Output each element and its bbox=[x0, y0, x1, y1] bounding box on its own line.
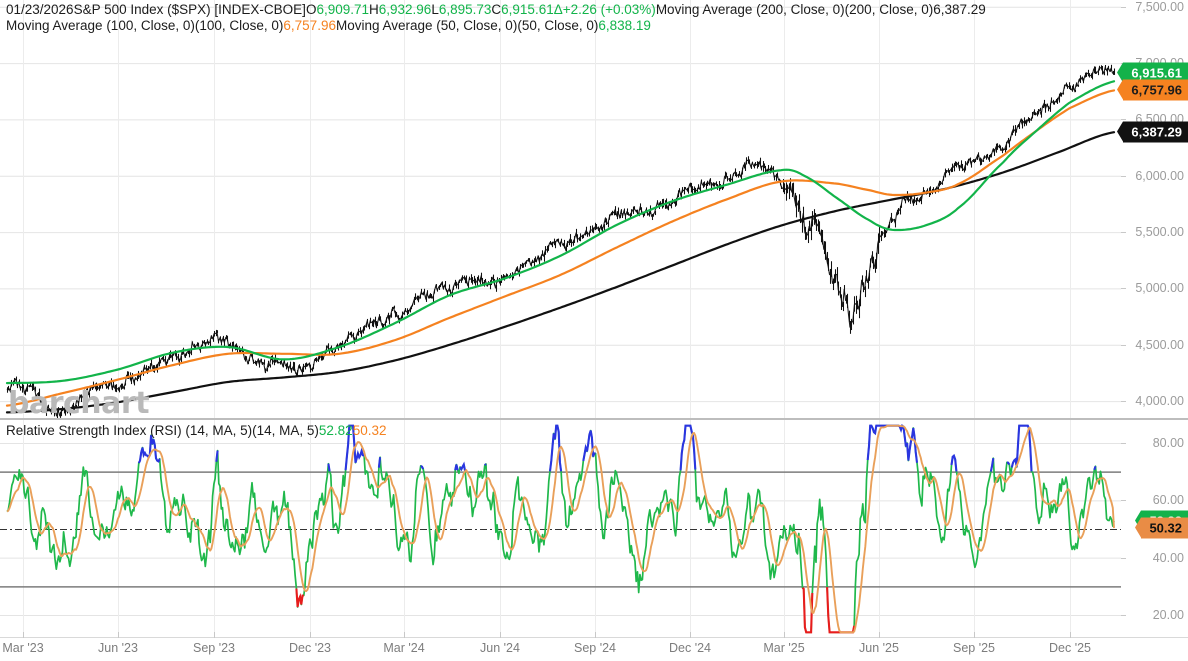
x-axis-label: Mar '24 bbox=[383, 641, 425, 655]
price-axis-tick bbox=[1121, 344, 1126, 346]
price-axis-label: 5,500.00 bbox=[1135, 225, 1184, 240]
tag-pointer-icon bbox=[1117, 121, 1124, 142]
x-axis-label: Sep '23 bbox=[192, 641, 236, 655]
price-axis-label: 5,000.00 bbox=[1135, 281, 1184, 296]
x-axis-tick bbox=[404, 632, 405, 638]
x-axis-label: Jun '23 bbox=[98, 641, 138, 655]
price-chart-pane[interactable] bbox=[0, 0, 1121, 418]
price-chart-canvas[interactable] bbox=[0, 0, 1121, 418]
price-axis[interactable]: 7,500.007,000.006,500.006,000.005,500.00… bbox=[1117, 0, 1188, 418]
price-axis-tick bbox=[1121, 288, 1126, 290]
price-axis-tick bbox=[1121, 175, 1126, 177]
price-axis-label: 4,000.00 bbox=[1135, 394, 1184, 409]
tag-pointer-icon bbox=[1117, 79, 1124, 100]
x-axis-label: Mar '23 bbox=[2, 641, 44, 655]
rsi-chart-pane[interactable] bbox=[0, 420, 1121, 638]
price-value-tag[interactable]: 6,915.61 bbox=[1117, 62, 1188, 84]
x-axis-tick bbox=[784, 632, 785, 638]
rsi-axis-label: 20.00 bbox=[1152, 608, 1184, 623]
rsi-axis-tick bbox=[1121, 442, 1126, 444]
pane-separator bbox=[0, 418, 1188, 420]
rsi-axis-tick bbox=[1121, 500, 1126, 502]
price-axis-tick bbox=[1121, 119, 1126, 121]
tag-pointer-icon bbox=[1117, 62, 1124, 83]
price-value-tag[interactable]: 6,757.96 bbox=[1117, 79, 1188, 101]
tag-pointer-icon bbox=[1135, 517, 1142, 538]
x-axis-tick bbox=[214, 632, 215, 638]
x-axis-label: Sep '24 bbox=[573, 641, 617, 655]
xaxis-rule bbox=[0, 637, 1188, 638]
price-axis-label: 4,500.00 bbox=[1135, 337, 1184, 352]
rsi-axis-label: 60.00 bbox=[1152, 493, 1184, 508]
x-axis-tick bbox=[595, 632, 596, 638]
x-axis-label: Dec '23 bbox=[289, 641, 331, 655]
rsi-axis-tick bbox=[1121, 557, 1126, 559]
price-axis-tick bbox=[1121, 232, 1126, 234]
x-axis-tick bbox=[118, 632, 119, 638]
price-axis-label: 7,500.00 bbox=[1135, 0, 1184, 14]
x-axis-tick bbox=[690, 632, 691, 638]
x-axis-tick bbox=[500, 632, 501, 638]
price-axis-tick bbox=[1121, 6, 1126, 8]
x-axis-label: Dec '25 bbox=[1049, 641, 1091, 655]
x-axis-label: Jun '25 bbox=[859, 641, 899, 655]
price-axis-label: 6,000.00 bbox=[1135, 168, 1184, 183]
x-axis-label: Jun '24 bbox=[480, 641, 520, 655]
rsi-axis-label: 40.00 bbox=[1152, 550, 1184, 565]
x-axis-label: Dec '24 bbox=[669, 641, 711, 655]
x-axis-tick bbox=[1070, 632, 1071, 638]
rsi-value-tag[interactable]: 50.32 bbox=[1135, 517, 1188, 539]
x-axis-label: Mar '25 bbox=[763, 641, 805, 655]
x-axis[interactable]: Mar '23 Jun '23 Sep '23 Dec '23 Mar '24 Jun '… bbox=[0, 632, 1188, 661]
x-axis-label: Sep '25 bbox=[952, 641, 996, 655]
x-axis-tick bbox=[879, 632, 880, 638]
price-value-tag[interactable]: 6,387.29 bbox=[1117, 121, 1188, 143]
x-axis-tick bbox=[310, 632, 311, 638]
rsi-axis-label: 80.00 bbox=[1152, 435, 1184, 450]
x-axis-tick bbox=[974, 632, 975, 638]
price-axis-tick bbox=[1121, 401, 1126, 403]
x-axis-tick bbox=[23, 632, 24, 638]
rsi-chart-canvas[interactable] bbox=[0, 420, 1121, 638]
rsi-axis-tick bbox=[1121, 615, 1126, 617]
